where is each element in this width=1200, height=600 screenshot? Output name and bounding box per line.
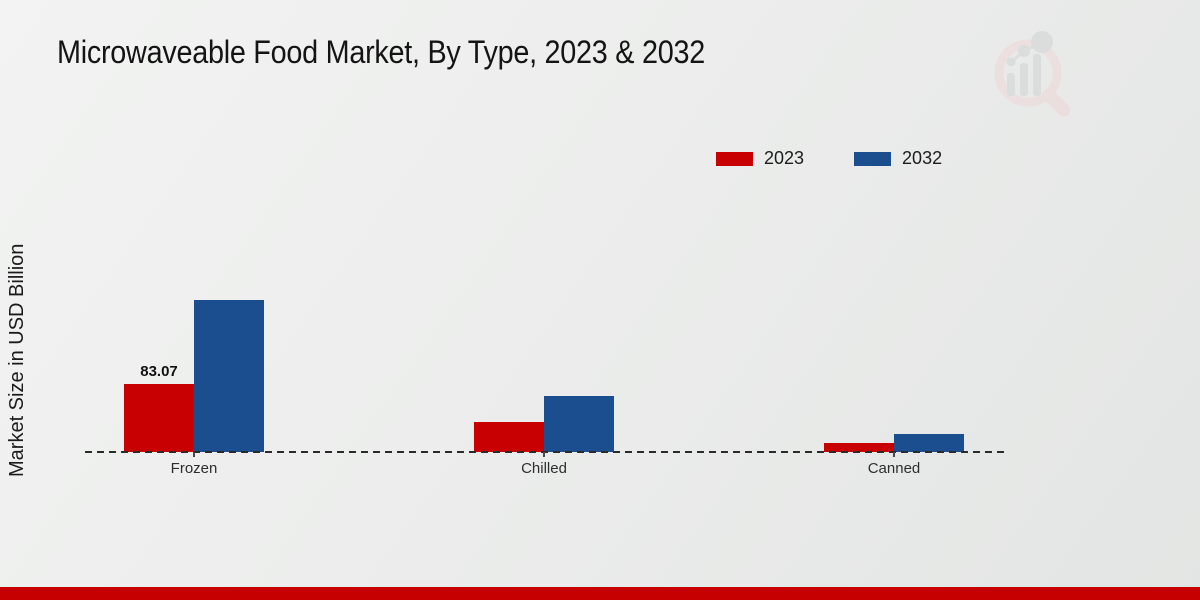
legend-label-2032: 2032 — [902, 148, 943, 168]
bar-2032-canned — [894, 434, 964, 452]
chart-title: Microwaveable Food Market, By Type, 2023… — [57, 34, 705, 70]
legend-item-2032: 2032 — [854, 148, 942, 169]
bar-2023-frozen — [124, 384, 194, 452]
legend-label-2023: 2023 — [764, 148, 805, 168]
bar-2032-frozen — [194, 300, 264, 452]
footer-stripe — [0, 587, 1200, 600]
category-label-chilled: Chilled — [521, 460, 567, 477]
magnifier-bar-chart-logo-icon — [994, 31, 1071, 117]
legend-item-2023: 2023 — [716, 148, 804, 169]
x-axis-tick — [893, 452, 895, 457]
x-axis-tick — [193, 452, 195, 457]
plot-area: Frozen Chilled Canned 83.07 — [85, 280, 1006, 477]
bar-value-label: 83.07 — [140, 363, 178, 380]
category-label-frozen: Frozen — [170, 460, 218, 477]
legend-swatch-2023 — [716, 151, 753, 166]
bar-2023-canned — [824, 443, 894, 452]
x-axis-tick — [543, 452, 545, 457]
category-label-canned: Canned — [867, 460, 921, 477]
y-axis-label: Market Size in USD Billion — [6, 243, 28, 477]
legend-swatch-2032 — [854, 151, 892, 166]
bar-2032-chilled — [544, 396, 614, 452]
x-axis-baseline — [85, 451, 1006, 453]
bar-2023-chilled — [474, 422, 544, 452]
legend: 2023 2032 — [716, 148, 942, 169]
